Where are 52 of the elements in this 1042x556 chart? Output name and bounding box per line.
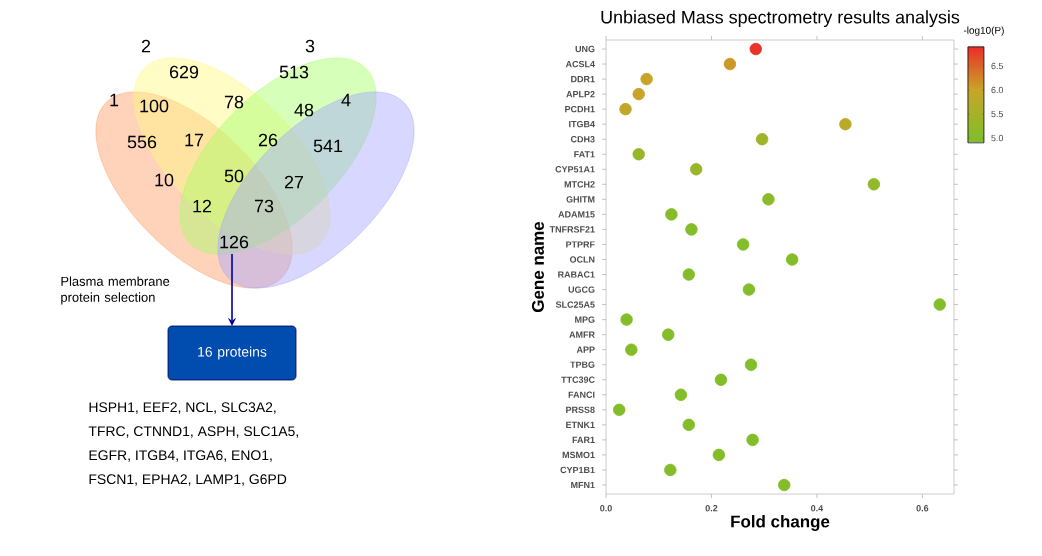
text: 12 <box>193 199 212 213</box>
category-label: 2 <box>141 39 151 53</box>
point <box>613 403 626 417</box>
category-label: 4 <box>341 93 351 107</box>
text: 73 <box>254 199 274 213</box>
text: 100 <box>140 99 169 113</box>
point <box>674 388 688 401</box>
text: 629 <box>169 65 199 79</box>
point <box>664 463 677 477</box>
point <box>742 283 756 296</box>
text: 48 <box>294 103 314 117</box>
point <box>762 193 775 206</box>
point <box>632 148 645 161</box>
point <box>736 238 750 251</box>
text: 78 <box>224 95 244 109</box>
point <box>625 343 638 356</box>
point <box>746 433 759 447</box>
point <box>689 163 703 176</box>
text: 27 <box>284 175 304 189</box>
point <box>785 253 799 266</box>
category-label: 1 <box>110 93 119 107</box>
point <box>755 133 769 146</box>
point <box>867 178 881 191</box>
point <box>744 358 758 371</box>
point <box>665 208 678 221</box>
category-label: 3 <box>305 39 315 53</box>
y-axis-title: Gene name <box>531 221 544 312</box>
text: 541 <box>313 139 343 153</box>
point <box>685 223 698 236</box>
point <box>632 87 645 101</box>
text: 10 <box>155 173 174 187</box>
point <box>640 72 653 86</box>
point <box>682 418 695 432</box>
text: 26 <box>258 133 278 147</box>
text: 17 <box>185 133 204 147</box>
text: 556 <box>127 135 157 149</box>
point <box>933 298 946 311</box>
point <box>620 313 633 326</box>
point <box>778 478 791 492</box>
text: 50 <box>224 169 244 183</box>
point <box>839 117 852 131</box>
point <box>712 448 726 462</box>
point <box>619 102 632 116</box>
point <box>714 373 728 386</box>
x-axis-title: Fold change <box>731 515 830 531</box>
chart-title: Unbiased Mass spectrometry results analysis <box>601 10 960 27</box>
point <box>682 268 695 281</box>
text: 513 <box>279 65 309 79</box>
point <box>662 328 675 341</box>
point <box>749 42 762 56</box>
point <box>723 57 737 71</box>
text: 126 <box>220 235 249 249</box>
